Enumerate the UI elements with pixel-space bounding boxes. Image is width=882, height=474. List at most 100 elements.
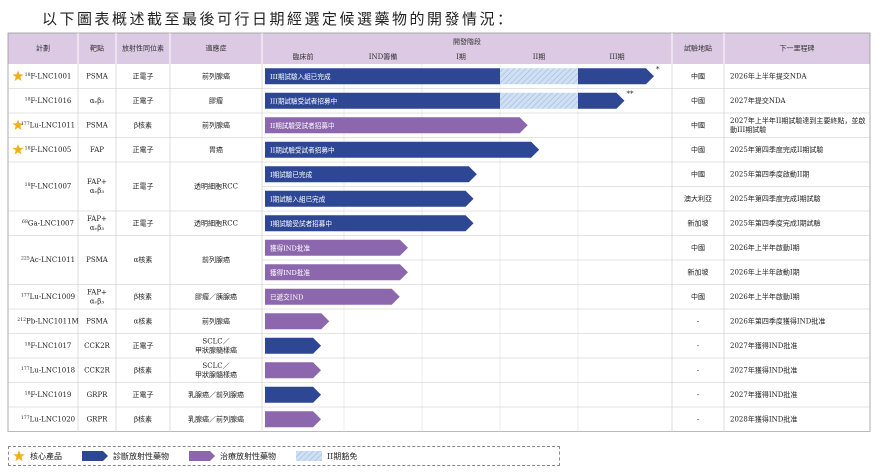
isotope-superscript: 18 (25, 182, 31, 188)
location-cell: 中國 (691, 71, 705, 80)
progress-arrow (265, 215, 474, 232)
isotope-cell: α核素 (134, 316, 153, 325)
diagnostic-arrow-icon (82, 451, 108, 461)
program-label: F-LNC1001 (31, 72, 72, 80)
indication-cell: 前列腺癌 (202, 71, 230, 80)
star-icon (12, 143, 24, 155)
indication-cell: 前列腺癌 (202, 316, 230, 325)
target-cell: FAP+ (87, 288, 107, 296)
program-label: F-LNC1016 (31, 97, 72, 105)
isotope-cell: 正電子 (133, 72, 154, 80)
isotope-superscript: 18 (25, 145, 31, 151)
isotope-superscript: 177 (21, 365, 30, 371)
header-indication: 適應症 (206, 44, 227, 53)
milestone-cell: 2025年第四季度完成I期試驗 (730, 218, 821, 227)
milestone-cell: 2027年獲得IND批准 (730, 390, 797, 399)
milestone-cell: 2025年第四季度完成I期試驗 (730, 194, 821, 203)
status-label: I期試驗受試者招募中 (270, 219, 332, 228)
isotope-superscript: 68 (22, 218, 28, 224)
target-cell: PSMA (86, 121, 109, 129)
location-cell: 新加坡 (688, 267, 709, 276)
program-label: Pb-LNC1011M (26, 317, 79, 325)
milestone-cell: 2028年獲得IND批准 (730, 414, 797, 423)
program-label: Ga-LNC1007 (28, 219, 74, 227)
progress-bar (265, 92, 500, 109)
isotope-cell: 正電子 (133, 342, 154, 350)
target-cell: αᵥβ₃ (90, 224, 104, 232)
status-label: III期試驗受試者招募中 (270, 96, 337, 105)
isotope-cell: 正電子 (133, 146, 154, 154)
indication-cell: 胃癌 (209, 145, 223, 154)
progress-arrow (265, 362, 322, 379)
program-label: F-LNC1019 (31, 391, 72, 399)
location-cell: - (697, 415, 700, 423)
location-cell: 中國 (691, 120, 705, 129)
header-target: 靶點 (90, 44, 104, 53)
program-name: 18F-LNC1007 (25, 182, 72, 191)
legend-therapeutic: 治療放射性藥物 (189, 451, 276, 462)
target-cell: αᵥβ₃ (90, 187, 104, 195)
milestone-cell: 2027年獲得IND批准 (730, 365, 797, 374)
milestone-cell: 2027年上半年II期試驗達到主要終點，並啟 (730, 116, 865, 125)
isotope-superscript: 177 (21, 414, 30, 420)
program-label: F-LNC1005 (31, 146, 72, 154)
program-name: 18F-LNC1001 (25, 71, 72, 80)
location-cell: 澳大利亞 (684, 194, 712, 203)
isotope-cell: β核素 (134, 120, 152, 129)
progress-arrow (265, 117, 528, 134)
progress-arrow (265, 288, 400, 305)
progress-arrow (265, 411, 322, 428)
target-cell: FAP+ (87, 178, 107, 186)
star-icon (12, 70, 24, 81)
program-label: Lu-LNC1009 (30, 293, 75, 301)
isotope-cell: 正電子 (133, 391, 154, 399)
location-cell: 中國 (691, 243, 705, 252)
stage-label: IND籌備 (369, 52, 398, 61)
therapeutic-arrow-icon (189, 451, 215, 461)
progress-arrow (265, 313, 330, 330)
progress-arrow (265, 141, 540, 158)
header-milestone: 下一里程碑 (780, 44, 815, 53)
progress-arrow (265, 386, 322, 403)
location-cell: 中國 (691, 292, 705, 301)
status-label: 獲得IND批准 (270, 243, 310, 252)
stage-label: III期 (609, 53, 624, 61)
indication-cell: 膠瘤／胰腺癌 (195, 292, 237, 301)
header-isotope: 放射性同位素 (122, 44, 164, 53)
location-cell: - (697, 391, 700, 399)
stage-label: II期 (533, 53, 546, 61)
phase2-exempt-bar (500, 68, 578, 85)
status-label: 獲得IND批准 (270, 268, 310, 277)
milestone-cell: 動III期試驗 (730, 125, 766, 134)
program-name: 18F-LNC1019 (25, 390, 72, 399)
indication-cell: 乳腺癌／前列腺癌 (188, 390, 244, 399)
indication-cell: 透明細胞RCC (194, 218, 238, 227)
program-name: 177Lu-LNC1020 (21, 414, 75, 423)
target-cell: GRPR (87, 391, 109, 399)
stage-label: 臨床前 (293, 52, 314, 61)
stage-label: I期 (456, 53, 466, 61)
status-label: II期試驗受試者招募中 (270, 121, 335, 130)
progress-arrow (265, 264, 408, 281)
program-name: 212Pb-LNC1011M (17, 316, 78, 325)
progress-bar (265, 68, 500, 85)
progress-arrow (265, 166, 477, 183)
milestone-cell: 2026年上半年啟動I期 (730, 267, 800, 276)
header-dev-stage: 開發階段 (453, 37, 481, 46)
isotope-cell: 正電子 (133, 97, 154, 105)
isotope-superscript: 177 (21, 292, 30, 298)
target-cell: αᵥβ₃ (90, 297, 104, 305)
isotope-cell: β核素 (134, 292, 152, 301)
program-name: 68Ga-LNC1007 (22, 218, 74, 227)
location-cell: 中國 (691, 145, 705, 154)
legend: 核心產品 診斷放射性藥物 治療放射性藥物 II期豁免 (8, 446, 560, 466)
isotope-cell: 正電子 (133, 219, 154, 227)
indication-cell: 前列腺癌 (202, 255, 230, 264)
indication-cell: SCLC／ (202, 337, 229, 345)
program-name: 225Ac-LNC1011 (21, 255, 75, 264)
legend-diagnostic: 診斷放射性藥物 (82, 451, 169, 462)
indication-cell: 甲狀腺髓樣癌 (195, 370, 237, 379)
indication-cell: 透明細胞RCC (194, 182, 238, 191)
isotope-cell: β核素 (134, 365, 152, 374)
